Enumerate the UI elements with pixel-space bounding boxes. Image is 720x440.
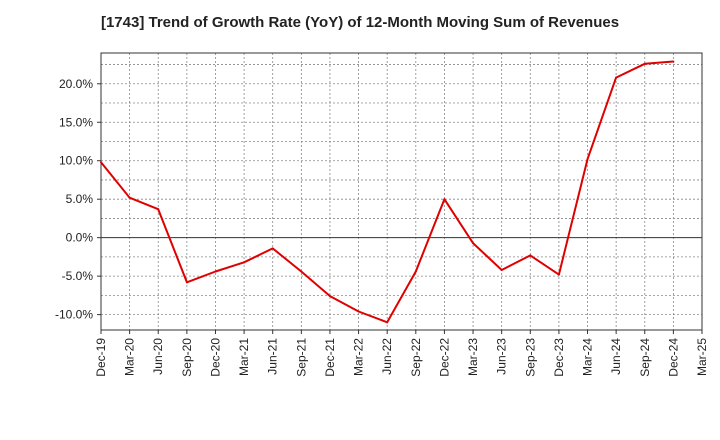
tick-label-layer: 20.0% 15.0% 10.0% 5.0% 0.0% -5.0% -10.0% Dec-19… [55,77,709,377]
x-tick-label: Dec-24 [666,338,680,377]
x-tick-label: Mar-23 [466,338,480,376]
x-tick-label: Mar-21 [237,338,251,376]
x-tick-label: Jun-23 [495,338,509,375]
data-point [672,60,675,63]
data-point [214,270,217,273]
y-tick-label: -10.0% [55,308,93,322]
x-tick-label: Sep-23 [523,338,537,377]
x-tick-label: Jun-22 [380,338,394,375]
data-point [500,268,503,271]
y-tick-label: 5.0% [66,192,94,206]
x-tick-label: Jun-20 [151,338,165,375]
data-point [328,295,331,298]
plot-frame [100,52,703,331]
plot-area [101,53,702,330]
data-point [100,161,102,164]
data-point [128,196,131,199]
x-tick-label: Sep-20 [180,338,194,377]
x-tick-label: Mar-24 [581,338,595,376]
data-point [443,198,446,201]
data-point [357,310,360,313]
data-point [615,76,618,79]
x-tick-label: Mar-20 [123,338,137,376]
data-point [472,242,475,245]
x-tick-label: Jun-21 [266,338,280,375]
data-point [557,273,560,276]
data-point [586,158,589,161]
x-tick-label: Dec-19 [94,338,108,377]
y-tick-label: 20.0% [59,77,93,91]
x-tick-label: Mar-22 [352,338,366,376]
data-point [414,270,417,273]
y-tick-label: 10.0% [59,154,93,168]
x-tick-label: Dec-20 [208,338,222,377]
data-point [157,208,160,211]
data-point [386,321,389,324]
y-tick-label: 0.0% [66,231,94,245]
y-tick-label: -5.0% [62,269,94,283]
x-tick-label: Dec-23 [552,338,566,377]
series-layer [100,60,675,324]
x-tick-label: Mar-25 [695,338,709,376]
y-tick-label: 15.0% [59,115,93,129]
data-point [185,281,188,284]
x-tick-label: Sep-22 [409,338,423,377]
data-point [529,254,532,257]
x-tick-label: Jun-24 [609,338,623,375]
data-point [271,247,274,250]
x-tick-label: Sep-21 [294,338,308,377]
data-point [300,270,303,273]
x-tick-label: Dec-22 [437,338,451,377]
axis-layer [97,52,703,334]
data-point [643,62,646,65]
chart-title: [1743] Trend of Growth Rate (YoY) of 12-… [100,14,620,31]
data-point [243,261,246,264]
x-tick-label: Dec-21 [323,338,337,377]
grid-layer [101,53,702,330]
x-tick-label: Sep-24 [638,338,652,377]
